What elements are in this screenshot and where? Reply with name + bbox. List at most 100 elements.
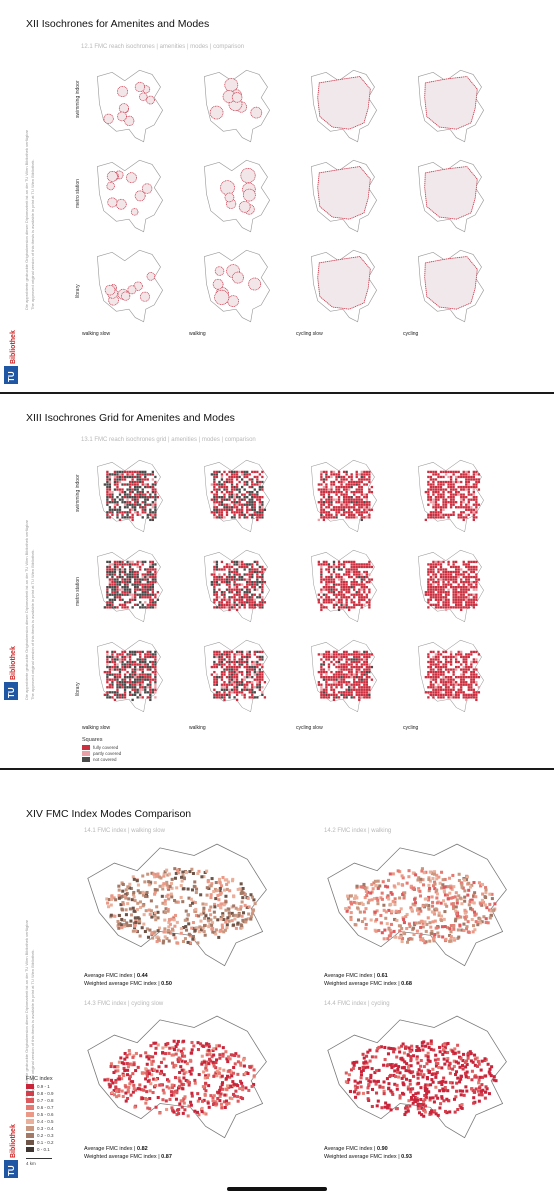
legend-swatch xyxy=(26,1126,34,1131)
page-title: XIII Isochrones Grid for Amenites and Mo… xyxy=(26,412,235,424)
library-note-en: The approved original version of this th… xyxy=(30,549,35,700)
isochrone-map xyxy=(193,156,281,236)
legend-label: 0.6 - 0.7 xyxy=(37,1105,54,1110)
column-label-walking-slow: walking slow xyxy=(82,725,111,731)
svg-text:TU: TU xyxy=(7,1165,16,1176)
legend-label: 0.8 - 0.9 xyxy=(37,1091,54,1096)
isochrone-map xyxy=(86,66,174,146)
isochrone-map xyxy=(86,246,174,326)
isochrone-map xyxy=(193,246,281,326)
row-label-library: library xyxy=(75,682,81,696)
row-label-library: library xyxy=(75,284,81,298)
panel-subtitle: 14.1 FMC index | walking slow xyxy=(84,828,165,834)
legend-swatch xyxy=(26,1133,34,1138)
legend-label: 0.2 - 0.3 xyxy=(37,1133,54,1138)
legend-label: fully covered xyxy=(93,745,119,750)
legend-title: Squares xyxy=(82,737,103,743)
page-isochrones: XII Isochrones for Amenites and Modes 12… xyxy=(0,0,554,392)
page-title: XIV FMC Index Modes Comparison xyxy=(26,808,192,820)
tu-library-logo: TU Bibliothek xyxy=(4,1110,18,1178)
legend-item: not covered xyxy=(82,757,117,762)
average-index: Average FMC index | 0.90 xyxy=(324,1146,388,1152)
legend-label: 0.9 - 1 xyxy=(37,1084,50,1089)
legend-label: not covered xyxy=(93,757,117,762)
svg-text:Bibliothek: Bibliothek xyxy=(10,330,17,364)
legend-swatch xyxy=(26,1091,34,1096)
grid-map xyxy=(193,456,281,536)
row-label-metro: metro station xyxy=(75,179,81,208)
page-fmc-index: XIV FMC Index Modes Comparison TU Biblio… xyxy=(0,770,554,1200)
fmc-index-map xyxy=(84,1008,274,1142)
row-label-metro: metro station xyxy=(75,577,81,606)
isochrone-map xyxy=(407,156,495,236)
library-note-en: The approved original version of this th… xyxy=(30,159,35,310)
legend-item: partly covered xyxy=(82,751,121,756)
legend-item: 0.2 - 0.3 xyxy=(26,1133,54,1138)
grid-map xyxy=(407,546,495,626)
isochrone-map xyxy=(86,156,174,236)
page-title: XII Isochrones for Amenites and Modes xyxy=(26,18,210,30)
grid-map xyxy=(193,546,281,626)
panel-subtitle: 14.2 FMC index | walking xyxy=(324,828,392,834)
isochrone-map xyxy=(193,66,281,146)
page-separator xyxy=(0,768,554,770)
legend-swatch xyxy=(26,1140,34,1145)
fmc-index-map xyxy=(324,1008,514,1142)
legend-swatch xyxy=(26,1147,34,1152)
svg-text:TU: TU xyxy=(7,687,16,698)
grid-map xyxy=(86,546,174,626)
average-index: Average FMC index | 0.82 xyxy=(84,1146,148,1152)
legend-label: 0 - 0.1 xyxy=(37,1147,50,1152)
row-label-swimming: swimming indoor xyxy=(75,474,81,512)
column-label-cycling: cycling xyxy=(403,331,419,337)
panel-subtitle: 14.4 FMC index | cycling xyxy=(324,1001,390,1007)
legend-label: partly covered xyxy=(93,751,122,756)
panel-subtitle: 14.3 FMC index | cycling slow xyxy=(84,1001,164,1007)
weighted-average-index: Weighted average FMC index | 0.93 xyxy=(324,1154,412,1160)
library-note-de: Die approbierte gedruckte Originalversio… xyxy=(24,519,29,700)
legend-swatch xyxy=(82,751,90,756)
figure-subtitle: 12.1 FMC reach isochrones | amenities | … xyxy=(81,44,245,50)
legend-label: 0.7 - 0.8 xyxy=(37,1098,54,1103)
legend-title: FMC index xyxy=(26,1076,53,1082)
svg-text:TU: TU xyxy=(7,371,16,382)
scale-label: 4 km xyxy=(26,1161,36,1166)
legend-label: 0.5 - 0.6 xyxy=(37,1112,54,1117)
isochrone-map xyxy=(300,246,388,326)
legend-swatch xyxy=(26,1105,34,1110)
legend-label: 0.4 - 0.5 xyxy=(37,1119,54,1124)
grid-map xyxy=(407,636,495,716)
average-index: Average FMC index | 0.44 xyxy=(84,973,148,979)
tu-library-logo: TU Bibliothek xyxy=(4,632,18,700)
legend-swatch xyxy=(26,1084,34,1089)
grid-map xyxy=(300,636,388,716)
average-index: Average FMC index | 0.61 xyxy=(324,973,388,979)
legend-item: 0.4 - 0.5 xyxy=(26,1119,54,1124)
page-isochrones-grid: XIII Isochrones Grid for Amenites and Mo… xyxy=(0,394,554,768)
fmc-index-map xyxy=(324,836,514,970)
legend-item: 0.6 - 0.7 xyxy=(26,1105,54,1110)
isochrone-map xyxy=(300,66,388,146)
column-label-cycling-slow: cycling slow xyxy=(296,725,323,731)
weighted-average-index: Weighted average FMC index | 0.68 xyxy=(324,981,412,987)
legend-swatch xyxy=(82,757,90,762)
grid-map xyxy=(86,636,174,716)
grid-map xyxy=(300,456,388,536)
weighted-average-index: Weighted average FMC index | 0.50 xyxy=(84,981,172,987)
column-label-cycling: cycling xyxy=(403,725,419,731)
home-indicator xyxy=(227,1187,327,1191)
legend-item: 0.9 - 1 xyxy=(26,1084,50,1089)
grid-map xyxy=(300,546,388,626)
library-note-de: Die approbierte gedruckte Originalversio… xyxy=(24,129,29,310)
scale-bar xyxy=(26,1158,52,1159)
legend-swatch xyxy=(26,1119,34,1124)
legend-item: fully covered xyxy=(82,745,118,750)
column-label-walking: walking xyxy=(189,331,206,337)
column-label-walking: walking xyxy=(189,725,206,731)
legend-label: 0.1 - 0.2 xyxy=(37,1140,54,1145)
legend-item: 0.5 - 0.6 xyxy=(26,1112,54,1117)
legend-swatch xyxy=(82,745,90,750)
legend-swatch xyxy=(26,1098,34,1103)
fmc-index-map xyxy=(84,836,274,970)
weighted-average-index: Weighted average FMC index | 0.87 xyxy=(84,1154,172,1160)
